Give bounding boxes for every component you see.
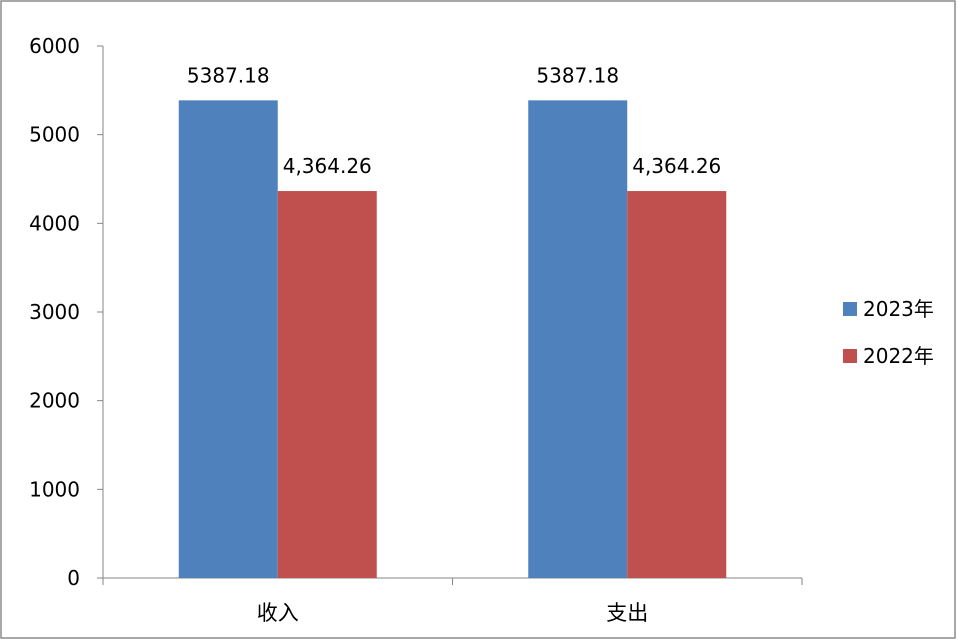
data-label: 5387.18 xyxy=(536,63,619,87)
legend-swatch xyxy=(843,302,857,316)
y-tick-label: 0 xyxy=(67,566,80,590)
x-tick-label: 收入 xyxy=(257,601,299,625)
y-tick-label: 4000 xyxy=(29,211,80,235)
x-tick-label: 支出 xyxy=(606,601,648,625)
plot-area: 0 1000 2000 3000 4000 5000 6000 5387.18 4,364.26… xyxy=(29,34,803,625)
y-tick-label: 6000 xyxy=(29,34,80,58)
data-label: 4,364.26 xyxy=(632,154,721,178)
y-tick-label: 5000 xyxy=(29,123,80,147)
y-tick-label: 2000 xyxy=(29,389,80,413)
y-tick-label: 3000 xyxy=(29,300,80,324)
data-label: 4,364.26 xyxy=(283,154,372,178)
y-tick-label: 1000 xyxy=(29,477,80,501)
bar-series2-0 xyxy=(277,191,377,578)
legend-swatch xyxy=(843,349,857,363)
bar-series2-1 xyxy=(627,191,727,578)
bar-series1-1 xyxy=(528,100,628,579)
legend-label: 2022年 xyxy=(863,344,934,368)
bar-series1-0 xyxy=(178,100,278,579)
legend: 2023年 2022年 xyxy=(843,297,934,368)
legend-label: 2023年 xyxy=(863,297,934,321)
data-label: 5387.18 xyxy=(187,63,270,87)
